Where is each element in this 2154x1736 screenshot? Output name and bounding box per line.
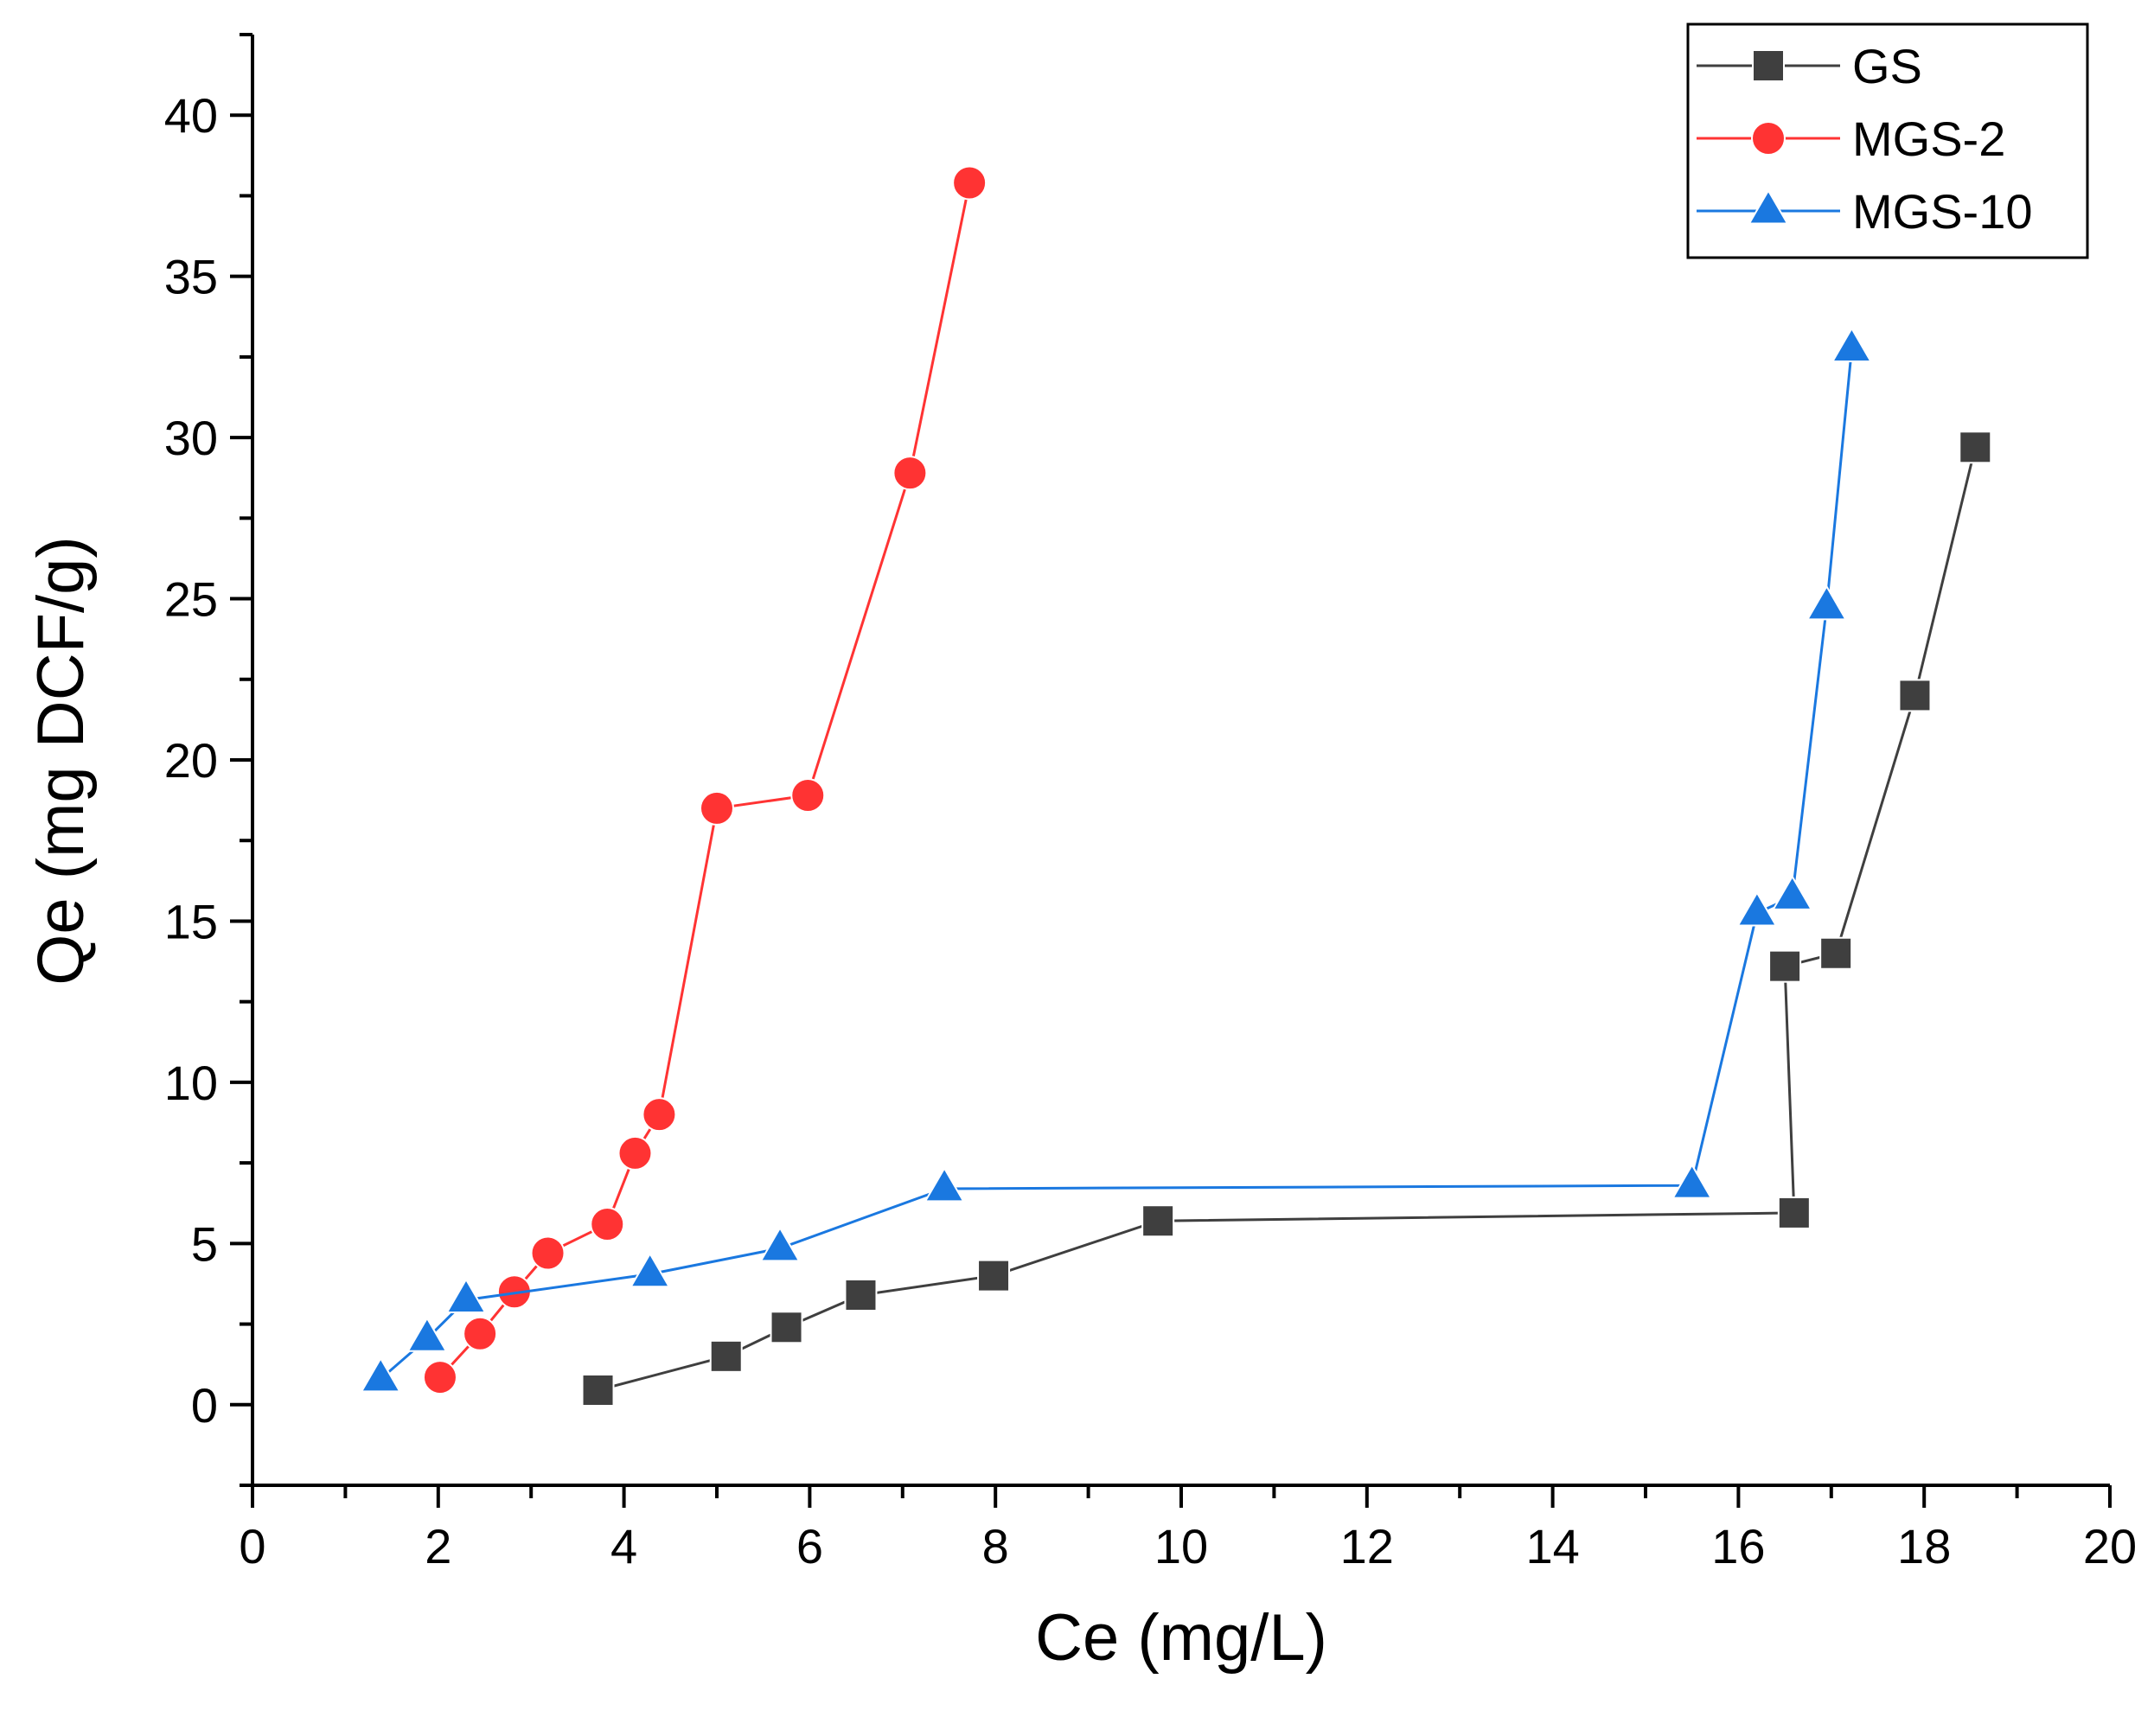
y-tick-label: 25: [164, 572, 218, 627]
legend-entry-mgs-10: MGS-10: [1697, 184, 2033, 239]
legend-label-mgs-10: MGS-10: [1852, 184, 2033, 239]
data-point-mgs-10: [629, 1252, 671, 1288]
data-point-mgs-10: [1806, 584, 1848, 621]
x-tick-label: 16: [1711, 1519, 1765, 1573]
series-mgs-10: [360, 327, 1873, 1393]
data-point-mgs-10: [406, 1316, 448, 1352]
data-point-mgs-10: [360, 1356, 401, 1393]
data-point-mgs-2: [700, 790, 734, 826]
data-point-mgs-2: [642, 1097, 677, 1133]
data-point-mgs-10: [1771, 874, 1813, 910]
data-point-gs: [1141, 1204, 1175, 1238]
data-point-mgs-2: [952, 165, 988, 201]
x-tick-label: 14: [1525, 1519, 1579, 1573]
data-point-gs: [1959, 431, 1992, 464]
x-tick-label: 0: [239, 1519, 265, 1573]
data-point-gs: [1768, 949, 1802, 983]
data-point-mgs-2: [892, 456, 928, 491]
data-point-mgs-10: [759, 1226, 801, 1262]
legend: GS MGS-2 MGS-10: [1686, 22, 2089, 259]
x-tick-label: 8: [982, 1519, 1009, 1573]
data-point-gs: [1777, 1196, 1811, 1229]
data-point-gs: [581, 1373, 615, 1407]
series-mgs-2: [422, 165, 988, 1395]
x-tick-label: 2: [425, 1519, 451, 1573]
data-point-gs: [709, 1339, 743, 1373]
legend-entries: GS MGS-2 MGS-10: [1697, 39, 2033, 239]
data-point-gs: [844, 1278, 878, 1312]
data-point-mgs-10: [924, 1166, 965, 1203]
y-axis-title: Qe (mg DCF/g): [24, 536, 98, 985]
legend-marker-gs: [1752, 49, 1785, 82]
legend-label-gs: GS: [1852, 39, 1922, 93]
y-tick-label: 40: [164, 88, 218, 143]
y-tick-label: 5: [191, 1216, 218, 1271]
series-line-mgs-2: [438, 182, 971, 1379]
data-point-mgs-2: [530, 1235, 566, 1271]
y-tick-label: 10: [164, 1056, 218, 1110]
data-point-mgs-10: [1671, 1163, 1713, 1199]
x-tick-label: 6: [796, 1519, 823, 1573]
x-tick-label: 12: [1340, 1519, 1394, 1573]
data-point-gs: [977, 1259, 1011, 1292]
data-point-mgs-2: [617, 1135, 653, 1171]
data-point-mgs-2: [590, 1206, 625, 1241]
data-point-mgs-10: [1831, 327, 1873, 363]
y-tick-label: 0: [191, 1378, 218, 1433]
data-point-mgs-10: [1736, 890, 1778, 927]
y-ticks: 0 5 10 15 20 25 30 35 40: [164, 33, 252, 1487]
data-point-mgs-2: [422, 1360, 457, 1395]
x-axis-title: Ce (mg/L): [1035, 1601, 1327, 1675]
legend-entry-gs: GS: [1697, 39, 1922, 93]
data-point-gs: [1898, 679, 1932, 712]
data-point-gs: [770, 1311, 803, 1344]
x-tick-label: 10: [1154, 1519, 1208, 1573]
data-point-mgs-10: [445, 1278, 487, 1314]
x-tick-label: 20: [2083, 1519, 2137, 1573]
data-point-gs: [1819, 936, 1853, 970]
series-gs: [581, 431, 1992, 1407]
legend-marker-mgs-10: [1748, 188, 1789, 225]
data-point-mgs-2: [463, 1316, 498, 1351]
y-tick-label: 15: [164, 894, 218, 948]
plot-series: [360, 165, 1992, 1407]
y-tick-label: 35: [164, 250, 218, 304]
legend-label-mgs-2: MGS-2: [1852, 112, 2005, 166]
legend-marker-mgs-2: [1751, 121, 1786, 156]
x-ticks: 0 2 4 6 8 10 12 14 16 18 20: [239, 1485, 2137, 1573]
data-point-mgs-2: [790, 778, 826, 814]
x-tick-label: 4: [610, 1519, 637, 1573]
legend-entry-mgs-2: MGS-2: [1697, 112, 2005, 166]
y-tick-label: 20: [164, 733, 218, 788]
axes: 0 2 4 6 8 10 12 14 16 18 20 0 5 10 15 20 25 30 35 40: [164, 33, 2137, 1573]
x-tick-label: 18: [1897, 1519, 1951, 1573]
y-tick-label: 30: [164, 411, 218, 465]
